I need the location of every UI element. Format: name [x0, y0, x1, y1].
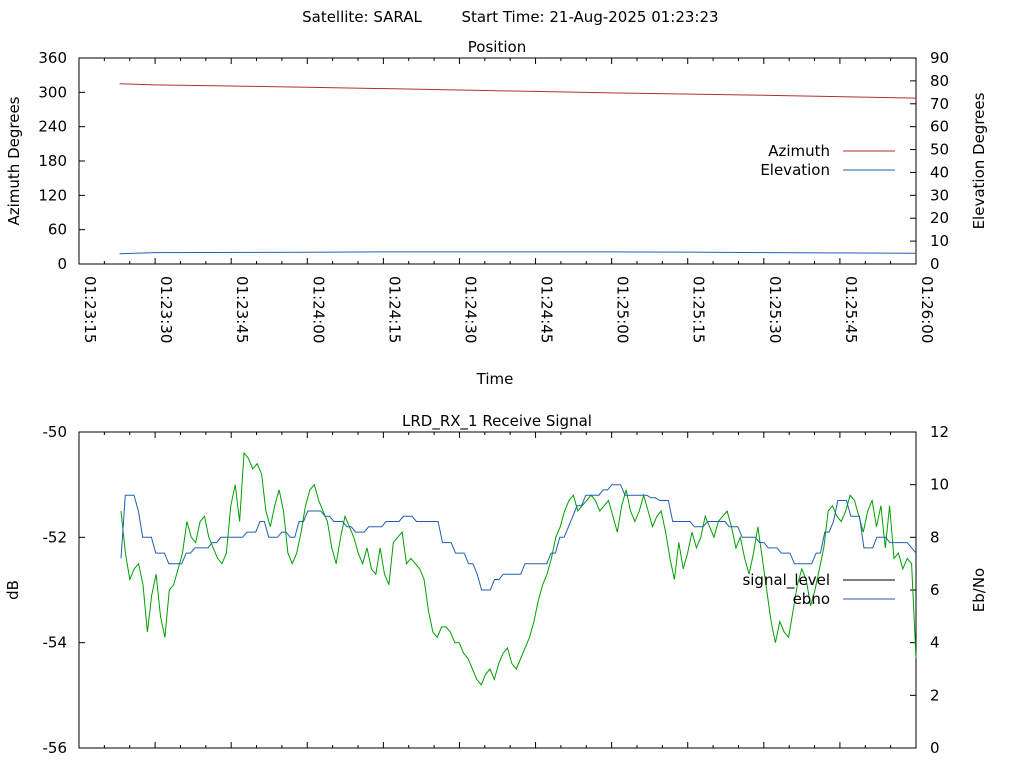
y-tick-label: 300 — [38, 83, 67, 101]
x-tick-label: 01:24:15 — [385, 276, 403, 343]
y2-tick-label: 60 — [930, 118, 949, 136]
legend-azimuth-label: Azimuth — [768, 142, 830, 160]
signal-legend: signal_level ebno — [742, 571, 895, 608]
x-tick-label: 01:23:15 — [81, 276, 99, 343]
signal-y2label: Eb/No — [970, 568, 988, 612]
y-tick-label: 0 — [57, 255, 67, 273]
x-tick-label: 01:25:30 — [766, 276, 784, 343]
y2-tick-label: 70 — [930, 95, 949, 113]
signal-level-line — [120, 451, 917, 686]
elevation-line — [119, 251, 917, 255]
y2-tick-label: 8 — [930, 528, 940, 546]
position-right-tick-labels: 0 10 20 30 40 50 60 70 80 90 — [930, 49, 949, 273]
y-tick-label: 360 — [38, 49, 67, 67]
position-legend: Azimuth Elevation — [760, 142, 895, 179]
ebno-line — [120, 484, 917, 591]
legend-elevation-label: Elevation — [760, 161, 830, 179]
y2-tick-label: 80 — [930, 72, 949, 90]
signal-ticks — [78, 431, 917, 749]
position-y2label: Elevation Degrees — [970, 92, 988, 229]
x-tick-label: 01:24:30 — [461, 276, 479, 343]
signal-right-tick-labels: 0 2 4 6 8 10 12 — [930, 423, 949, 757]
y-tick-label: -54 — [43, 634, 68, 652]
signal-series-lines — [120, 451, 917, 686]
position-left-tick-labels: 0 60 120 180 240 300 360 — [38, 49, 67, 273]
legend-ebno-label: ebno — [793, 590, 830, 608]
y2-tick-label: 50 — [930, 141, 949, 159]
azimuth-line — [119, 83, 917, 99]
y2-tick-label: 6 — [930, 581, 940, 599]
position-xlabel: Time — [476, 370, 514, 388]
y-tick-label: 60 — [48, 221, 67, 239]
x-tick-label: 01:23:30 — [157, 276, 175, 343]
x-tick-label: 01:25:00 — [614, 276, 632, 343]
x-tick-label: 01:25:45 — [842, 276, 860, 343]
position-series-lines — [119, 83, 917, 255]
y2-tick-label: 0 — [930, 739, 940, 757]
x-tick-label: 01:24:00 — [309, 276, 327, 343]
y2-tick-label: 20 — [930, 209, 949, 227]
x-tick-label: 01:25:15 — [690, 276, 708, 343]
y2-tick-label: 10 — [930, 476, 949, 494]
y2-tick-label: 2 — [930, 686, 940, 704]
y2-tick-label: 90 — [930, 49, 949, 67]
x-tick-label: 01:23:45 — [233, 276, 251, 343]
start-time-label: Start Time: 21-Aug-2025 01:23:23 — [461, 8, 718, 26]
y-tick-label: 180 — [38, 152, 67, 170]
position-ylabel: Azimuth Degrees — [5, 96, 23, 225]
satellite-label: Satellite: SARAL — [302, 8, 422, 26]
y-tick-label: -52 — [43, 528, 68, 546]
y2-tick-label: 12 — [930, 423, 949, 441]
position-chart-title: Position — [468, 38, 526, 56]
signal-ylabel: dB — [4, 580, 22, 600]
position-chart: Position 0 60 120 180 240 300 360 0 10 20 30 40 50 6… — [5, 38, 988, 388]
y-tick-label: 120 — [38, 186, 67, 204]
position-time-tick-labels: 01:23:15 01:23:30 01:23:45 01:24:00 01:24:15… — [81, 276, 936, 343]
y2-tick-label: 4 — [930, 634, 940, 652]
x-tick-label: 01:24:45 — [538, 276, 556, 343]
signal-chart-title: LRD_RX_1 Receive Signal — [402, 412, 592, 431]
position-ticks — [78, 57, 917, 265]
receive-signal-chart: LRD_RX_1 Receive Signal -56 -54 -52 -50 0 2 4… — [4, 412, 988, 757]
signal-left-tick-labels: -56 -54 -52 -50 — [43, 423, 68, 757]
y2-tick-label: 30 — [930, 186, 949, 204]
legend-signal-level-label: signal_level — [742, 571, 830, 590]
y2-tick-label: 40 — [930, 163, 949, 181]
y-tick-label: -50 — [43, 423, 68, 441]
y-tick-label: -56 — [43, 739, 68, 757]
y2-tick-label: 0 — [930, 255, 940, 273]
x-tick-label: 01:26:00 — [918, 276, 936, 343]
y-tick-label: 240 — [38, 118, 67, 136]
y2-tick-label: 10 — [930, 232, 949, 250]
